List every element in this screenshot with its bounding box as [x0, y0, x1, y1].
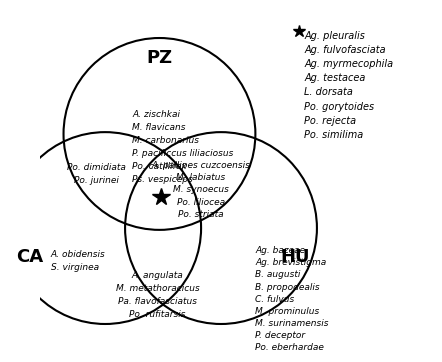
Text: A. angulata
M. metathoracicus
Pa. flavofasciatus
Po. rufitarsis: A. angulata M. metathoracicus Pa. flavof… [116, 272, 199, 319]
Text: A. pallipes cuzcoensis
M. labiatus
M. synoecus
Po. liliocea
Po. striata: A. pallipes cuzcoensis M. labiatus M. sy… [152, 161, 251, 219]
Text: Po. dimidiata
Po. jurinei: Po. dimidiata Po. jurinei [67, 163, 126, 185]
Text: A. zischkai
M. flavicans
M. carbonarius
P. pacificcus liliaciosus
Po. catillifex: A. zischkai M. flavicans M. carbonarius … [132, 110, 234, 184]
Text: Ag. pleuralis
Ag. fulvofasciata
Ag. myrmecophila
Ag. testacea
L. dorsata
Po. gor: Ag. pleuralis Ag. fulvofasciata Ag. myrm… [304, 31, 393, 140]
Text: A. obidensis
S. virginea: A. obidensis S. virginea [51, 250, 106, 272]
Text: Ag. bazeae
Ag. brevistigma
B. augusti
B. propodealis
C. fulvus
M. prominulus
M. : Ag. bazeae Ag. brevistigma B. augusti B.… [255, 246, 329, 352]
Text: CA: CA [16, 248, 44, 266]
Text: PZ: PZ [146, 49, 172, 67]
Text: HU: HU [280, 248, 310, 266]
